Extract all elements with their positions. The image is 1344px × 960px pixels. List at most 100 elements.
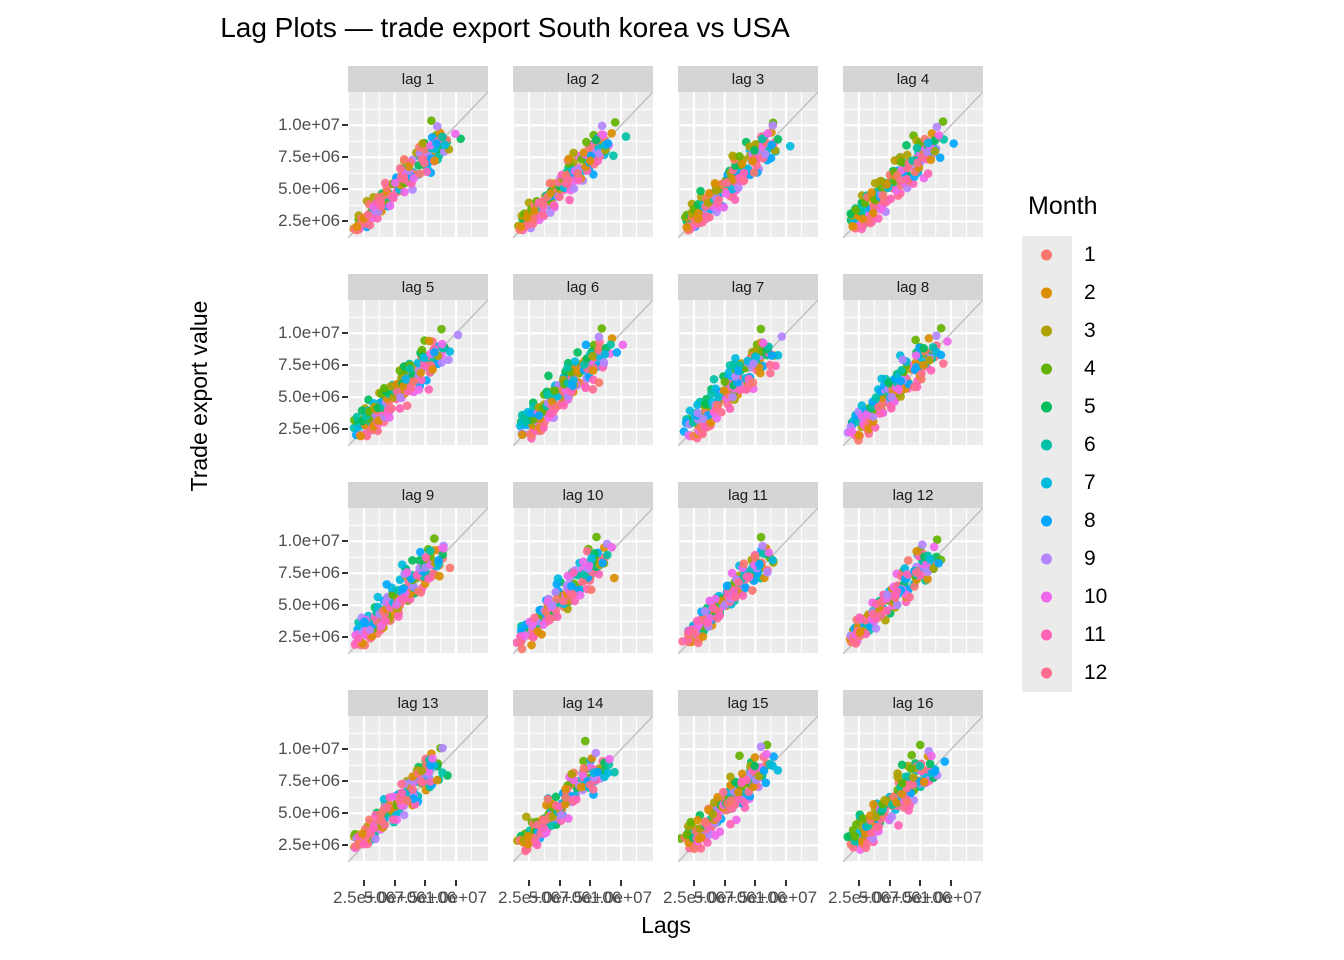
legend-item[interactable]: 3 <box>1022 312 1096 350</box>
legend-item-label: 11 <box>1084 623 1106 646</box>
legend-item[interactable]: 7 <box>1022 464 1096 502</box>
legend-color-dot-icon <box>1041 325 1052 337</box>
x-axis-tick-mark <box>754 880 757 886</box>
facet-strip-label: lag 15 <box>678 690 818 716</box>
data-points <box>349 743 452 853</box>
legend-item[interactable]: 4 <box>1022 350 1096 388</box>
legend-item-label: 4 <box>1084 357 1096 380</box>
data-points <box>349 116 466 235</box>
legend-item[interactable]: 11 <box>1022 616 1106 654</box>
y-axis-tick-label: 2.5e+06 <box>278 211 340 231</box>
legend-item[interactable]: 12 <box>1022 654 1107 692</box>
minor-gridlines <box>348 508 488 654</box>
y-axis-tick-label: 2.5e+06 <box>278 627 340 647</box>
facet-panel: lag 15 <box>678 690 818 862</box>
data-points <box>846 117 958 234</box>
y-axis-tick-mark <box>342 844 348 847</box>
data-points <box>513 532 619 654</box>
facet-strip-label: lag 1 <box>348 66 488 92</box>
x-axis-tick-label: 7.5e+06 <box>394 888 457 907</box>
data-points <box>845 535 946 648</box>
x-axis-tick-mark <box>393 880 396 886</box>
legend-color-dot-icon <box>1041 249 1052 261</box>
facet-panel: lag 6 <box>513 274 653 446</box>
y-axis-tick-mark <box>342 636 348 639</box>
y-axis-tick-mark <box>342 428 348 431</box>
legend-title: Month <box>1028 192 1098 220</box>
scatter-panel <box>843 92 983 238</box>
x-axis-tick-label: 2.5e+06 <box>827 888 890 907</box>
legend-item[interactable]: 5 <box>1022 388 1096 426</box>
legend-item-label: 7 <box>1084 471 1096 494</box>
legend-item[interactable]: 10 <box>1022 578 1107 616</box>
scatter-panel <box>513 300 653 446</box>
legend-item[interactable]: 1 <box>1022 236 1096 274</box>
y-axis-tick-mark <box>342 780 348 783</box>
x-axis-tick-label: 7.5e+06 <box>724 888 787 907</box>
facet-strip-label: lag 12 <box>843 482 983 508</box>
x-axis-tick-mark <box>950 880 953 886</box>
legend-item[interactable]: 2 <box>1022 274 1096 312</box>
legend-color-dot-icon <box>1041 667 1052 679</box>
scatter-panel <box>843 300 983 446</box>
data-points <box>843 740 950 854</box>
facet-strip-label: lag 8 <box>843 274 983 300</box>
y-axis-tick-mark <box>342 220 348 223</box>
scatter-panel <box>348 716 488 862</box>
y-axis-tick-label: 7.5e+06 <box>278 771 340 791</box>
legend-item[interactable]: 6 <box>1022 426 1096 464</box>
y-axis-tick-label: 7.5e+06 <box>278 147 340 167</box>
minor-gridlines <box>843 92 983 238</box>
scatter-panel <box>843 716 983 862</box>
facet-panel: lag 3 <box>678 66 818 238</box>
y-axis-tick-mark <box>342 364 348 367</box>
facet-panel: lag 8 <box>843 274 983 446</box>
y-axis-tick-label: 1.0e+07 <box>278 739 340 759</box>
facet-panel: lag 4 <box>843 66 983 238</box>
x-axis-tick-mark <box>919 880 922 886</box>
facet-strip-label: lag 13 <box>348 690 488 716</box>
facet-strip-label: lag 14 <box>513 690 653 716</box>
scatter-panel <box>348 508 488 654</box>
x-axis-tick-label: 5.0e+06 <box>528 888 591 907</box>
legend-item-label: 10 <box>1084 585 1108 608</box>
y-axis-tick-label: 1.0e+07 <box>278 115 340 135</box>
y-axis-title: Trade export value <box>186 300 212 492</box>
facet-panel: lag 1 <box>348 66 488 238</box>
y-axis-tick-mark <box>342 332 348 335</box>
facet-panel: lag 5 <box>348 274 488 446</box>
scatter-panel <box>513 92 653 238</box>
data-points <box>513 118 631 235</box>
legend-item-label: 3 <box>1084 319 1096 342</box>
x-axis-tick-mark <box>558 880 561 886</box>
facet-strip-label: lag 4 <box>843 66 983 92</box>
legend-color-dot-icon <box>1041 515 1052 527</box>
facet-panel: lag 10 <box>513 482 653 654</box>
y-axis-tick-mark <box>342 188 348 191</box>
y-axis-tick-mark <box>342 748 348 751</box>
legend-color-dot-icon <box>1041 287 1052 299</box>
legend-item-label: 2 <box>1084 281 1096 304</box>
y-axis-tick-label: 5.0e+06 <box>278 387 340 407</box>
facet-panel: lag 14 <box>513 690 653 862</box>
scatter-panel <box>513 508 653 654</box>
data-points <box>516 324 628 443</box>
data-points <box>678 532 778 648</box>
data-points <box>350 534 455 650</box>
legend-item[interactable]: 8 <box>1022 502 1096 540</box>
scatter-panel <box>678 508 818 654</box>
y-axis-tick-label: 2.5e+06 <box>278 835 340 855</box>
legend-item-label: 8 <box>1084 509 1096 532</box>
legend-item[interactable]: 9 <box>1022 540 1096 578</box>
legend-key-list: 1 2 3 4 5 6 7 8 9 10 11 12 <box>1022 236 1107 692</box>
x-axis-tick-mark <box>888 880 891 886</box>
x-axis-tick-labels: 2.5e+06 5.0e+06 7.5e+06 1.0e+07 2.5e+06 5.0e+… <box>333 888 1048 912</box>
x-axis-tick-label: 5.0e+06 <box>858 888 921 907</box>
scatter-panel <box>678 92 818 238</box>
x-axis-tick-mark <box>424 880 427 886</box>
facet-panel: lag 9 <box>348 482 488 654</box>
y-axis-tick-label: 5.0e+06 <box>278 595 340 615</box>
x-axis-tick-label: 1.0e+07 <box>425 888 488 907</box>
y-axis-tick-label: 5.0e+06 <box>278 179 340 199</box>
